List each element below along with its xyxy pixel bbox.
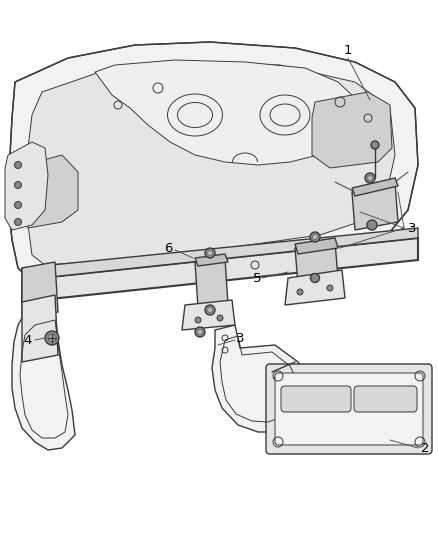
Polygon shape (352, 178, 398, 196)
Polygon shape (352, 182, 398, 230)
Polygon shape (12, 312, 75, 450)
FancyBboxPatch shape (266, 364, 432, 454)
Polygon shape (285, 270, 345, 305)
FancyBboxPatch shape (281, 386, 351, 412)
Circle shape (311, 273, 319, 282)
Polygon shape (195, 258, 228, 308)
Polygon shape (212, 325, 310, 432)
FancyBboxPatch shape (275, 373, 423, 445)
Circle shape (208, 308, 212, 312)
Text: 5: 5 (253, 271, 261, 285)
Polygon shape (295, 242, 338, 284)
Circle shape (371, 141, 379, 149)
Polygon shape (18, 155, 78, 228)
Polygon shape (312, 92, 392, 168)
Polygon shape (22, 238, 418, 302)
Polygon shape (5, 142, 48, 230)
Polygon shape (182, 300, 235, 330)
Circle shape (297, 289, 303, 295)
Circle shape (48, 334, 56, 342)
Circle shape (14, 219, 21, 225)
Polygon shape (22, 295, 58, 362)
Text: 2: 2 (421, 441, 429, 455)
Circle shape (205, 248, 215, 258)
Circle shape (310, 232, 320, 242)
Polygon shape (22, 262, 58, 318)
Circle shape (365, 173, 375, 183)
Circle shape (14, 182, 21, 189)
Circle shape (367, 220, 377, 230)
Circle shape (312, 235, 318, 239)
Circle shape (14, 201, 21, 208)
Circle shape (217, 315, 223, 321)
Polygon shape (22, 228, 418, 280)
Polygon shape (195, 254, 228, 266)
Circle shape (367, 175, 372, 181)
Circle shape (208, 251, 212, 255)
Circle shape (45, 331, 59, 345)
Text: 3: 3 (236, 332, 244, 344)
Circle shape (198, 329, 202, 335)
Polygon shape (295, 238, 338, 254)
Circle shape (327, 285, 333, 291)
FancyBboxPatch shape (354, 386, 417, 412)
Polygon shape (95, 60, 355, 165)
Circle shape (205, 305, 215, 315)
Text: 3: 3 (408, 222, 416, 235)
Text: 6: 6 (164, 241, 172, 254)
Circle shape (195, 317, 201, 323)
Text: 1: 1 (344, 44, 352, 56)
Circle shape (14, 161, 21, 168)
Polygon shape (25, 62, 395, 265)
Text: 4: 4 (24, 334, 32, 346)
Polygon shape (8, 42, 418, 282)
Circle shape (195, 327, 205, 337)
